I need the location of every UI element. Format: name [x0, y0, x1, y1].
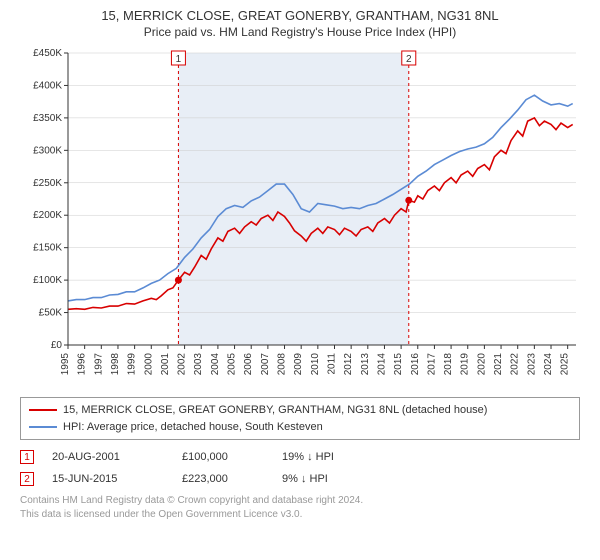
svg-text:1: 1 — [176, 54, 182, 65]
svg-text:£200K: £200K — [33, 210, 62, 221]
chart-title: 15, MERRICK CLOSE, GREAT GONERBY, GRANTH… — [20, 8, 580, 23]
marker-box-1: 1 — [20, 450, 34, 464]
svg-text:2001: 2001 — [160, 353, 171, 376]
svg-text:£100K: £100K — [33, 275, 62, 286]
svg-text:2002: 2002 — [177, 353, 188, 376]
svg-text:2014: 2014 — [376, 353, 387, 376]
svg-text:2012: 2012 — [343, 353, 354, 376]
svg-text:£250K: £250K — [33, 178, 62, 189]
svg-text:2008: 2008 — [277, 353, 288, 376]
svg-text:2007: 2007 — [260, 353, 271, 376]
legend-item-hpi: HPI: Average price, detached house, Sout… — [29, 419, 571, 436]
svg-text:£0: £0 — [51, 340, 63, 351]
marker-row-1: 1 20-AUG-2001 £100,000 19% HPI — [20, 450, 580, 464]
svg-text:2019: 2019 — [460, 353, 471, 376]
footer-line-1: Contains HM Land Registry data © Crown c… — [20, 494, 580, 508]
svg-text:2017: 2017 — [426, 353, 437, 376]
svg-text:1997: 1997 — [93, 353, 104, 376]
marker-diff-1: 19% HPI — [282, 451, 382, 463]
marker-price-2: £223,000 — [182, 473, 282, 485]
svg-text:2015: 2015 — [393, 353, 404, 376]
marker-date-2: 15-JUN-2015 — [52, 473, 182, 485]
svg-text:1999: 1999 — [127, 353, 138, 376]
chart-plot: £0 £50K £100K £150K £200K £250K £300K £350K £400… — [20, 47, 580, 387]
legend-item-price-paid: 15, MERRICK CLOSE, GREAT GONERBY, GRANTH… — [29, 402, 571, 419]
chart-svg: £0 £50K £100K £150K £200K £250K £300K £350K £400… — [20, 47, 580, 387]
legend-label-hpi: HPI: Average price, detached house, Sout… — [63, 419, 323, 436]
marker-price-1: £100,000 — [182, 451, 282, 463]
svg-text:2020: 2020 — [476, 353, 487, 376]
svg-text:2022: 2022 — [510, 353, 521, 376]
svg-text:2: 2 — [406, 54, 412, 65]
svg-text:2005: 2005 — [227, 353, 238, 376]
svg-text:2018: 2018 — [443, 353, 454, 376]
svg-text:£50K: £50K — [39, 308, 63, 319]
svg-text:2023: 2023 — [526, 353, 537, 376]
legend-box: 15, MERRICK CLOSE, GREAT GONERBY, GRANTH… — [20, 397, 580, 440]
marker-table: 1 20-AUG-2001 £100,000 19% HPI 2 15-JUN-… — [20, 450, 580, 486]
marker-row-2: 2 15-JUN-2015 £223,000 9% HPI — [20, 472, 580, 486]
chart-subtitle: Price paid vs. HM Land Registry's House … — [20, 25, 580, 39]
svg-text:1996: 1996 — [77, 353, 88, 376]
svg-text:2003: 2003 — [193, 353, 204, 376]
svg-text:2009: 2009 — [293, 353, 304, 376]
svg-text:1995: 1995 — [60, 353, 71, 376]
svg-text:2024: 2024 — [543, 353, 554, 376]
marker-diff-2: 9% HPI — [282, 473, 382, 485]
marker-date-1: 20-AUG-2001 — [52, 451, 182, 463]
svg-text:£350K: £350K — [33, 113, 62, 124]
legend-swatch-hpi — [29, 426, 57, 428]
svg-text:£450K: £450K — [33, 48, 62, 59]
svg-text:2004: 2004 — [210, 353, 221, 376]
legend-swatch-price-paid — [29, 409, 57, 411]
svg-text:2010: 2010 — [310, 353, 321, 376]
svg-text:2011: 2011 — [326, 353, 337, 375]
svg-text:£150K: £150K — [33, 243, 62, 254]
footer-line-2: This data is licensed under the Open Gov… — [20, 508, 580, 522]
svg-text:2013: 2013 — [360, 353, 371, 376]
svg-text:2025: 2025 — [560, 353, 571, 376]
svg-text:2021: 2021 — [493, 353, 504, 376]
svg-text:2000: 2000 — [143, 353, 154, 376]
legend-label-price-paid: 15, MERRICK CLOSE, GREAT GONERBY, GRANTH… — [63, 402, 487, 419]
chart-container: 15, MERRICK CLOSE, GREAT GONERBY, GRANTH… — [0, 0, 600, 528]
footer-attribution: Contains HM Land Registry data © Crown c… — [20, 494, 580, 522]
svg-text:£300K: £300K — [33, 145, 62, 156]
svg-text:1998: 1998 — [110, 353, 121, 376]
marker-box-2: 2 — [20, 472, 34, 486]
svg-text:£400K: £400K — [33, 80, 62, 91]
svg-text:2016: 2016 — [410, 353, 421, 376]
svg-text:2006: 2006 — [243, 353, 254, 376]
